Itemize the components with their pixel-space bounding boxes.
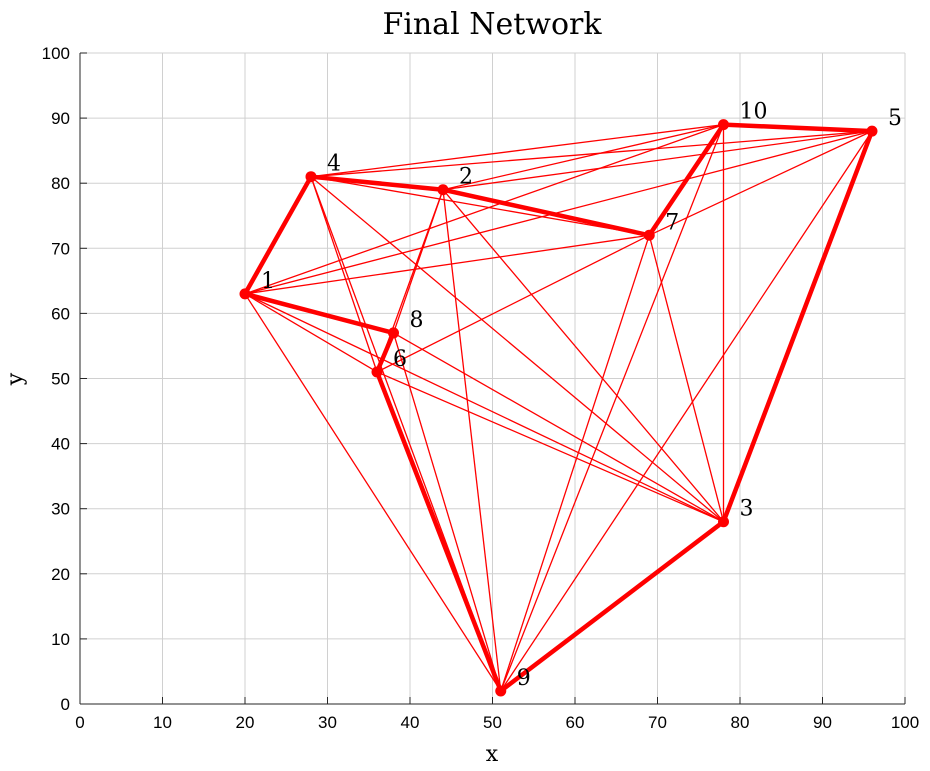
route-edge-6-8: [374, 330, 396, 375]
y-tick-label: 90: [51, 109, 70, 128]
edge-10-9: [500, 124, 725, 692]
route-edge-4-2: [308, 174, 446, 192]
edge-5-9: [500, 130, 873, 692]
node-5: [866, 125, 878, 137]
node-label-10: 10: [740, 100, 768, 125]
route-edge-1-4: [242, 174, 314, 297]
node-10: [718, 119, 729, 131]
node-label-6: 6: [393, 347, 407, 372]
x-tick-label: 10: [153, 713, 172, 732]
x-tick-label: 60: [566, 713, 585, 732]
edge-8-9: [392, 332, 502, 692]
edge-6-3: [376, 371, 724, 523]
edge-1-7: [244, 234, 650, 295]
node-label-8: 8: [410, 308, 424, 333]
route-edge-3-9: [498, 519, 726, 694]
node-label-1: 1: [261, 269, 275, 294]
grid: [79, 52, 906, 705]
x-tick-label: 0: [75, 713, 84, 732]
y-tick-label: 100: [42, 44, 70, 63]
node-1: [239, 288, 251, 300]
edge-2-5: [442, 130, 873, 191]
x-tick-label: 40: [401, 713, 420, 732]
route-edge-5-3: [721, 128, 875, 524]
node-7: [643, 229, 655, 241]
edge-4-5: [310, 130, 873, 178]
node-labels: 1 2 3 4 5 6 7 8 9 10: [261, 100, 902, 691]
axes: 0 10 20 30 40 50 60 70 80 90 100 0 10 20 30 40 50 60 70 80 9…: [42, 44, 920, 732]
edge-7-9: [500, 235, 650, 692]
route-edge-8-1: [242, 291, 396, 336]
edge-2-9: [442, 189, 502, 692]
edge-4-6: [310, 176, 378, 373]
node-4: [305, 171, 317, 183]
x-tick-label: 30: [318, 713, 337, 732]
x-tick-label: 90: [813, 713, 832, 732]
route-edge-10-5: [721, 122, 875, 134]
edge-2-10: [442, 123, 724, 191]
edge-4-3: [310, 176, 724, 523]
node-2: [437, 184, 449, 196]
edge-4-7: [310, 176, 650, 236]
y-tick-label: 40: [51, 435, 70, 454]
node-label-5: 5: [888, 106, 902, 131]
edge-4-10: [310, 123, 724, 178]
x-tick-label: 70: [648, 713, 667, 732]
y-tick-label: 70: [51, 239, 70, 258]
node-label-9: 9: [517, 666, 531, 691]
chart-title: Final Network: [382, 7, 602, 42]
node-6: [371, 366, 383, 378]
x-tick-label: 50: [483, 713, 502, 732]
node-label-2: 2: [459, 165, 473, 190]
node-8: [388, 327, 399, 339]
edge-6-7: [376, 234, 650, 373]
x-tick-label: 20: [236, 713, 255, 732]
x-axis-label: x: [486, 742, 499, 767]
x-tick-label: 100: [891, 713, 919, 732]
y-axis-label: y: [3, 372, 28, 386]
y-tick-label: 60: [51, 304, 70, 323]
node-3: [718, 516, 729, 528]
y-tick-label: 80: [51, 174, 70, 193]
route-edge-9-6: [374, 369, 503, 694]
y-tick-label: 20: [51, 565, 70, 584]
y-tick-label: 50: [51, 370, 70, 389]
edge-2-3: [442, 189, 724, 523]
edge-1-9: [244, 293, 502, 692]
y-tick-label: 10: [51, 630, 70, 649]
route-edge-7-10: [647, 122, 726, 238]
edge-1-6: [244, 293, 378, 373]
edge-8-3: [393, 332, 724, 523]
nodes: [239, 119, 878, 697]
route-edge-2-7: [440, 187, 652, 238]
edges: [242, 122, 875, 694]
node-label-4: 4: [327, 152, 341, 177]
node-9: [495, 685, 507, 697]
y-tick-label: 0: [61, 695, 70, 714]
edge-1-5: [244, 130, 873, 295]
edge-1-10: [244, 123, 724, 295]
x-tick-label: 80: [731, 713, 750, 732]
node-label-3: 3: [740, 497, 754, 522]
edge-1-3: [244, 293, 724, 523]
y-tick-label: 30: [51, 500, 70, 519]
node-label-7: 7: [665, 210, 679, 235]
